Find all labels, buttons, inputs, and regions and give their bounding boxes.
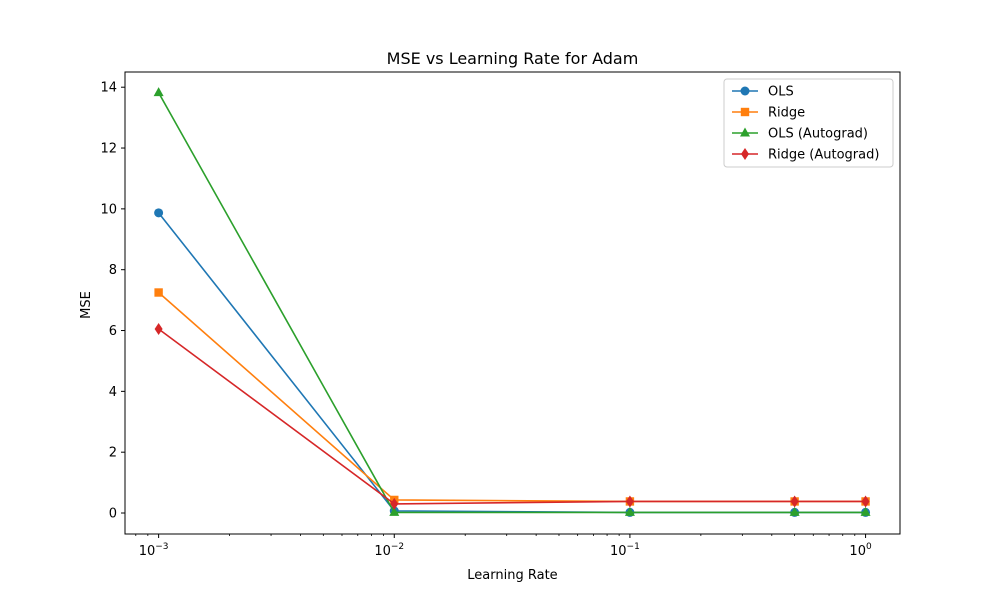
data-point-diamond <box>625 495 634 508</box>
data-point-triangle <box>860 506 871 516</box>
x-tick-label: 100 <box>849 542 872 559</box>
x-tick-label: 10−3 <box>139 542 169 559</box>
legend-label: OLS (Autograd) <box>768 127 868 142</box>
data-point-triangle <box>389 506 400 516</box>
x-tick-label: 10−1 <box>610 542 640 559</box>
data-point-diamond <box>390 497 399 510</box>
plot-area: 0 2 4 6 8 10 12 14 10−3 10−2 10−1 100 <box>100 71 901 559</box>
legend: OLS Ridge OLS (Autograd) Ridge (Autograd) <box>723 78 894 168</box>
legend-marker-circle <box>740 86 750 96</box>
legend-marker-diamond <box>741 148 749 160</box>
legend-marker-triangle <box>740 127 750 137</box>
plot-frame <box>124 71 901 535</box>
legend-label: Ridge <box>768 106 805 121</box>
legend-item: OLS (Autograd) <box>732 127 868 142</box>
data-point-diamond <box>861 495 870 508</box>
y-tick-label: 4 <box>109 385 117 400</box>
legend-box <box>723 78 894 168</box>
series-ridge-autograd <box>154 323 870 510</box>
y-tick-label: 10 <box>100 202 117 217</box>
legend-item: Ridge <box>732 106 805 121</box>
legend-marker-square <box>740 107 750 117</box>
x-tick-label: 10−2 <box>374 542 404 559</box>
data-point-triangle <box>624 506 635 516</box>
y-tick-label: 14 <box>100 81 117 96</box>
x-axis-label: Learning Rate <box>467 568 557 583</box>
chart-title: MSE vs Learning Rate for Adam <box>387 49 639 68</box>
legend-label: OLS <box>768 85 794 100</box>
y-tick-label: 8 <box>109 263 117 278</box>
y-tick-label: 6 <box>109 324 117 339</box>
legend-item: OLS <box>732 85 794 100</box>
y-tick-label: 2 <box>109 446 117 461</box>
y-tick-label: 12 <box>100 142 117 157</box>
data-point-triangle <box>153 87 164 97</box>
series-ols-autograd <box>153 87 871 516</box>
data-point-circle <box>154 208 164 218</box>
data-point-diamond <box>790 495 799 508</box>
y-tick-label: 0 <box>109 507 117 522</box>
legend-item: Ridge (Autograd) <box>732 148 879 163</box>
data-point-triangle <box>789 506 800 516</box>
legend-label: Ridge (Autograd) <box>768 148 879 163</box>
data-point-diamond <box>154 323 163 336</box>
y-axis-label: MSE <box>79 291 94 319</box>
data-point-square <box>154 288 163 297</box>
